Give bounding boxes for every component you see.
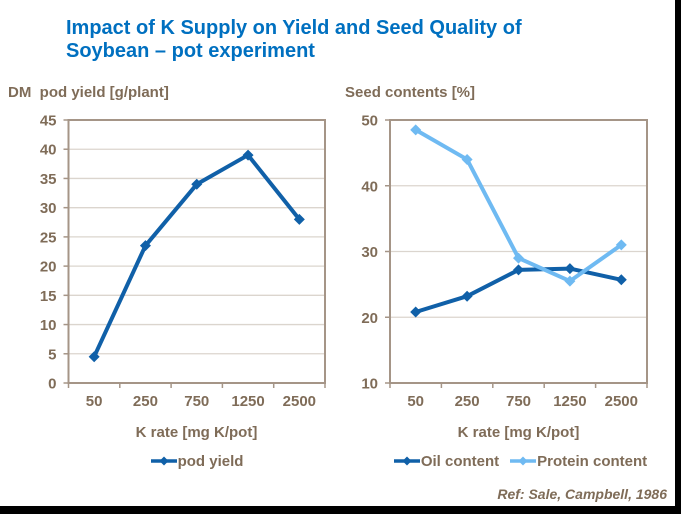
y-tick-label: 45 xyxy=(40,113,57,130)
left-chart-x-axis-label: K rate [mg K/pot] xyxy=(135,424,258,441)
reference-citation: Ref: Sale, Campbell, 1986 xyxy=(497,486,667,502)
protein-content-marker xyxy=(410,124,422,136)
pod-yield-marker xyxy=(293,213,305,225)
x-tick-label: 1250 xyxy=(231,393,264,410)
legend-label: Oil content xyxy=(420,452,500,470)
slide-title: Impact of K Supply on Yield and Seed Qua… xyxy=(66,17,641,63)
legend-diamond xyxy=(518,456,528,466)
oil-content-marker xyxy=(410,306,422,318)
oil-content-marker xyxy=(564,263,576,275)
left-chart-title: DM pod yield [g/plant] xyxy=(8,84,169,101)
oil-content-marker xyxy=(461,290,473,302)
y-tick-label: 30 xyxy=(361,244,378,261)
protein-content-marker xyxy=(615,239,627,251)
right-chart-x-axis-label: K rate [mg K/pot] xyxy=(457,424,580,441)
x-tick-label: 50 xyxy=(86,393,103,410)
y-tick-label: 40 xyxy=(40,142,57,159)
screen-edge-bottom xyxy=(0,506,681,514)
x-tick-label: 750 xyxy=(184,393,209,410)
legend-diamond xyxy=(402,456,412,466)
protein-content-marker xyxy=(513,252,524,264)
legend-label: pod yield xyxy=(177,452,244,470)
legend-line-marker-icon xyxy=(510,456,537,466)
legend-item: Oil content xyxy=(393,453,499,470)
y-tick-label: 20 xyxy=(361,310,378,327)
pod-yield-marker xyxy=(191,178,203,190)
oil-content-marker xyxy=(615,274,627,286)
protein-content-marker xyxy=(564,275,576,287)
screen-edge-right xyxy=(675,0,681,514)
legend-line-marker-icon xyxy=(393,456,420,466)
y-tick-label: 10 xyxy=(361,376,378,393)
x-tick-label: 2500 xyxy=(605,393,638,410)
legend-diamond xyxy=(159,456,169,466)
y-tick-label: 25 xyxy=(40,229,57,246)
right-chart-legend: Oil content Protein content xyxy=(384,451,656,471)
x-tick-label: 750 xyxy=(506,393,531,410)
x-tick-label: 250 xyxy=(455,393,480,410)
pod-yield-marker xyxy=(139,240,151,252)
pod-yield-chart: 0 5 10 15 20 25 30 35 40 45 50 250 750 1250 2500 xyxy=(40,113,326,410)
y-tick-label: 0 xyxy=(48,376,56,393)
slide-title-line2: Soybean – pot experiment xyxy=(66,40,315,62)
protein-content-marker xyxy=(461,153,473,165)
legend-label: Protein content xyxy=(537,452,648,470)
y-tick-label: 20 xyxy=(40,259,57,276)
seed-contents-chart: 10 20 30 40 50 50 250 750 1250 2500 xyxy=(361,113,648,410)
y-tick-label: 15 xyxy=(40,288,57,305)
left-chart-legend: pod yield xyxy=(68,451,325,471)
y-tick-label: 40 xyxy=(361,178,378,195)
x-tick-label: 2500 xyxy=(283,393,316,410)
plot-border xyxy=(67,119,326,384)
slide-title-line1: Impact of K Supply on Yield and Seed Qua… xyxy=(66,17,522,39)
y-tick-label: 50 xyxy=(361,113,378,130)
y-tick-label: 35 xyxy=(40,171,57,188)
pod-yield-marker xyxy=(88,351,100,363)
y-tick-label: 10 xyxy=(40,317,57,334)
oil-content-marker xyxy=(513,264,524,276)
y-tick-label: 5 xyxy=(48,346,56,363)
x-tick-label: 1250 xyxy=(553,393,586,410)
legend-item: pod yield xyxy=(150,452,244,470)
right-chart-title: Seed contents [%] xyxy=(345,84,476,101)
y-tick-label: 30 xyxy=(40,200,57,217)
legend-line-marker-icon xyxy=(150,456,177,466)
pod-yield-marker xyxy=(242,149,254,161)
x-tick-label: 50 xyxy=(407,393,424,410)
x-tick-label: 250 xyxy=(133,393,158,410)
legend-item: Protein content xyxy=(509,453,647,470)
